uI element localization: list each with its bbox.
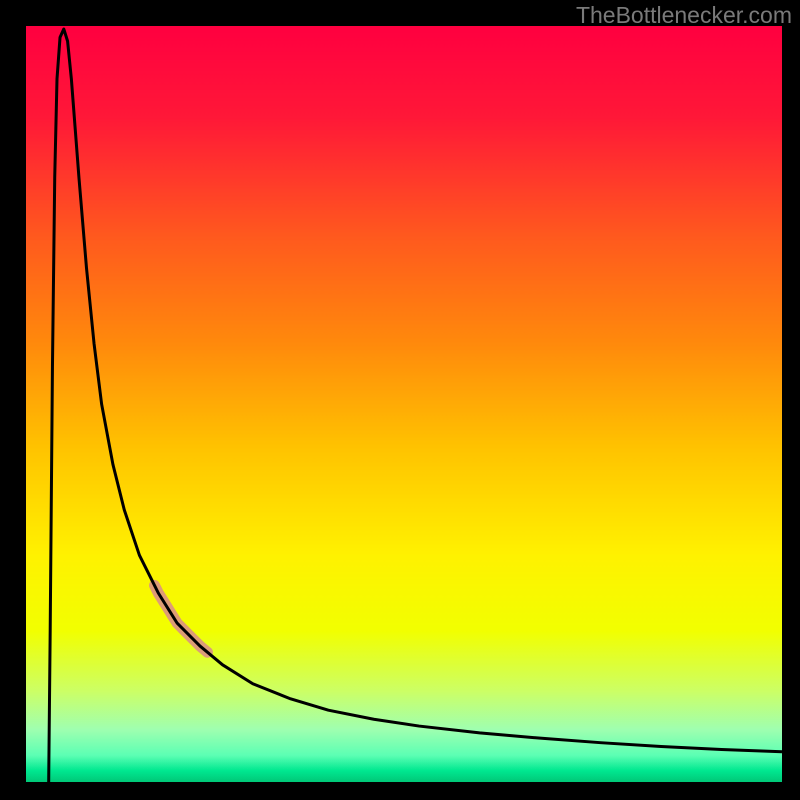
chart-stage: TheBottlenecker.com (0, 0, 800, 800)
gradient-background (26, 26, 782, 782)
branding-watermark: TheBottlenecker.com (576, 2, 792, 29)
